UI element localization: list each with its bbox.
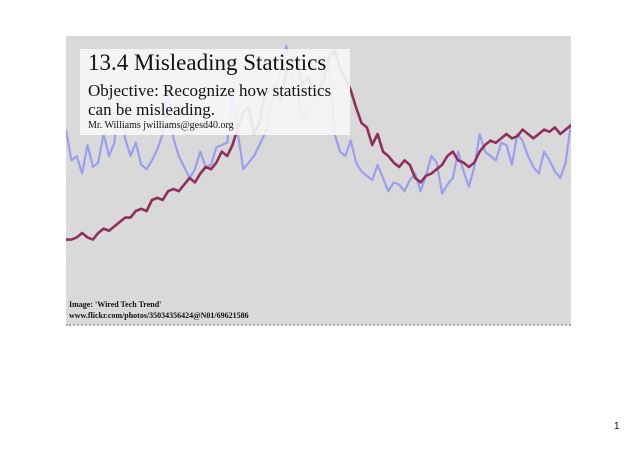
slide-objective: Objective: Recognize how statistics can …: [88, 81, 332, 119]
image-credit-url: www.flickr.com/photos/35034356424@N01/69…: [69, 311, 249, 320]
slide-title: 13.4 Misleading Statistics: [88, 50, 327, 75]
author-contact: Mr. Williams jwilliams@gesd40.org: [88, 120, 234, 131]
page-number: 1: [614, 421, 620, 432]
image-credit-title: Image: 'Wired Tech Trend': [69, 300, 162, 309]
image-credit: Image: 'Wired Tech Trend' www.flickr.com…: [69, 299, 249, 321]
title-box: [80, 49, 350, 135]
image-bottom-border: [66, 324, 571, 326]
